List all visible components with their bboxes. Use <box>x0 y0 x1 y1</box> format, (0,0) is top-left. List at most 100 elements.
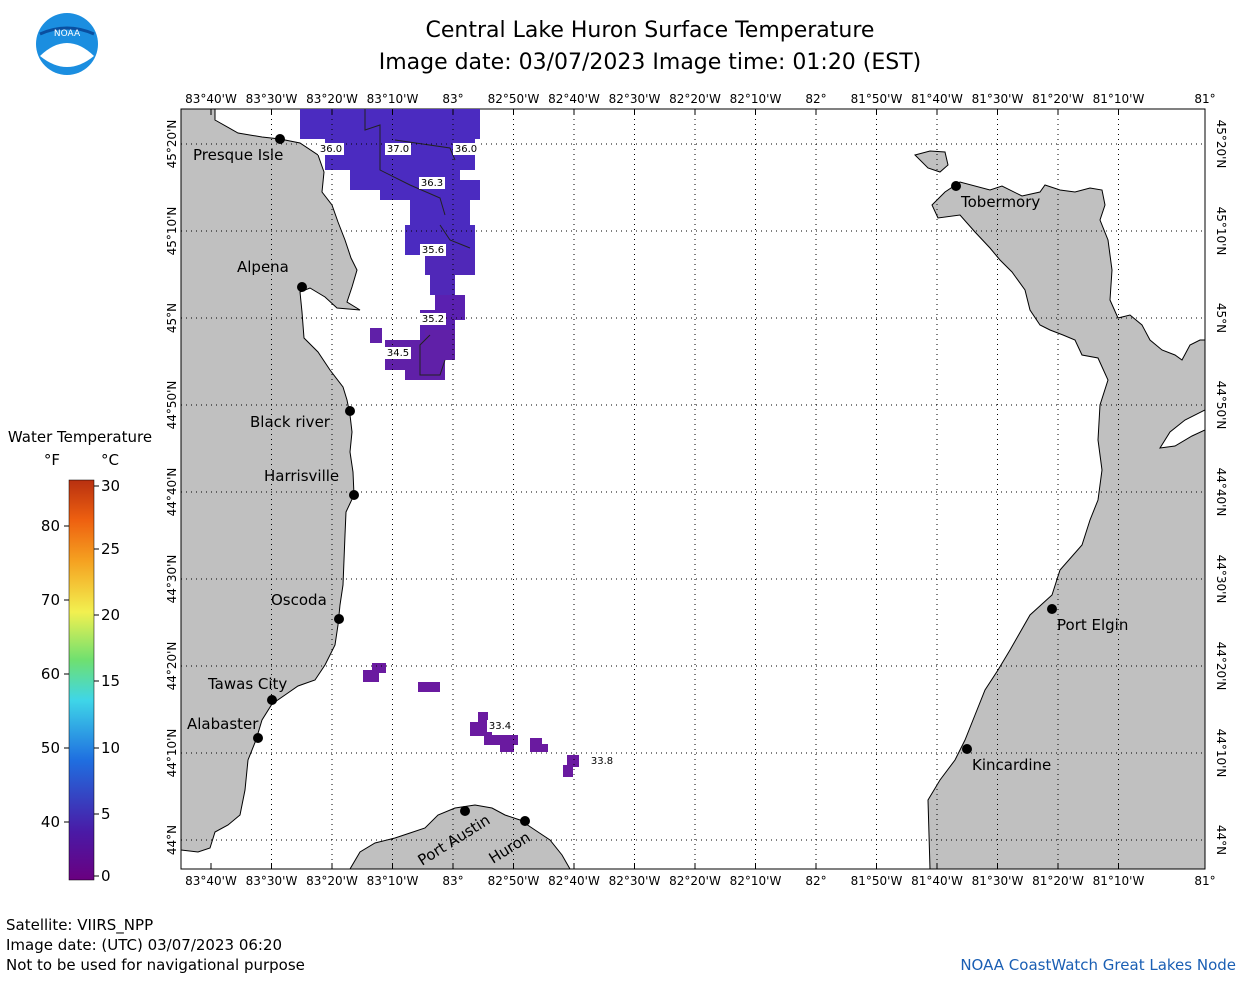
lon-tick-label-bottom: 83°10'W <box>367 874 419 888</box>
lon-tick-label-bottom: 82°40'W <box>548 874 600 888</box>
lon-tick-label-top: 82°20'W <box>669 92 721 106</box>
legend-c-tick: 25 <box>101 540 120 558</box>
lon-tick-label-bottom: 81°50'W <box>851 874 903 888</box>
temperature-label-bg <box>589 755 615 767</box>
lat-tick-label-right: 45°10'N <box>1214 207 1228 256</box>
temperature-label-bg <box>420 313 446 325</box>
legend: Water Temperature °F °C 8070605040302520… <box>8 428 152 885</box>
city-label: Kincardine <box>972 756 1051 774</box>
lon-tick-label-top: 82°10'W <box>730 92 782 106</box>
lon-tick-label-top: 83° <box>442 92 463 106</box>
footer-disclaimer: Not to be used for navigational purpose <box>6 956 305 974</box>
lon-tick-label-top: 83°40'W <box>185 92 237 106</box>
lat-tick-label-right: 44°20'N <box>1214 642 1228 691</box>
temperature-label: 33.8 <box>589 755 615 767</box>
lat-tick-label-right: 45°N <box>1214 303 1228 333</box>
city-dot <box>1047 604 1057 614</box>
legend-f-tick: 50 <box>41 739 60 757</box>
legend-c-tick: 20 <box>101 606 120 624</box>
legend-f-tick: 70 <box>41 591 60 609</box>
city-dot <box>962 744 972 754</box>
lon-tick-label-bottom: 83° <box>442 874 463 888</box>
temperature-label-bg <box>385 143 411 155</box>
lat-tick-label-left: 44°N <box>165 825 179 855</box>
temperature-label-text: 36.0 <box>320 144 342 155</box>
city-marker: Presque Isle <box>193 134 285 164</box>
temperature-label: 36.0 <box>453 143 479 155</box>
temperature-labels: 36.0 37.0 36.0 36.3 35.6 35.2 34.5 33.4 33.8 <box>318 143 615 767</box>
lat-tick-label-right: 45°20'N <box>1214 120 1228 169</box>
temperature-label: 35.6 <box>420 244 446 256</box>
graticule <box>181 109 1205 869</box>
legend-f-tick: 60 <box>41 665 60 683</box>
noaa-logo-text: NOAA <box>54 29 81 39</box>
lon-tick-label-top: 83°20'W <box>306 92 358 106</box>
temperature-label-bg <box>318 143 344 155</box>
lat-tick-label-left: 44°10'N <box>165 729 179 778</box>
city-dot <box>253 733 263 743</box>
lat-tick-label-left: 44°20'N <box>165 642 179 691</box>
city-dot <box>275 134 285 144</box>
legend-c-tick: 30 <box>101 477 120 495</box>
lon-tick-label-bottom: 82°30'W <box>609 874 661 888</box>
city-dot <box>267 695 277 705</box>
lat-tick-label-left: 44°40'N <box>165 468 179 517</box>
legend-unit-c: °C <box>101 451 119 469</box>
temperature-label: 37.0 <box>385 143 411 155</box>
lon-tick-label-bottom: 81° <box>1194 874 1215 888</box>
lon-tick-label-bottom: 81°20'W <box>1032 874 1084 888</box>
city-label: Oscoda <box>271 591 327 609</box>
temperature-label-text: 35.6 <box>422 245 444 256</box>
lon-tick-label-bottom: 81°30'W <box>972 874 1024 888</box>
map-title: Central Lake Huron Surface Temperature <box>425 18 875 43</box>
city-dot <box>460 806 470 816</box>
legend-f-tick: 40 <box>41 813 60 831</box>
lat-tick-label-right: 44°50'N <box>1214 381 1228 430</box>
footer-credit: NOAA CoastWatch Great Lakes Node <box>960 956 1236 974</box>
city-markers: Presque Isle Alpena Black river Harrisville… <box>187 134 1128 869</box>
lon-tick-label-bottom: 81°40'W <box>911 874 963 888</box>
lat-tick-label-left: 45°20'N <box>165 120 179 169</box>
city-label: Harrisville <box>264 467 339 485</box>
legend-colorbar <box>68 479 95 881</box>
city-label: Port Elgin <box>1057 616 1128 634</box>
lat-tick-label-left: 45°N <box>165 303 179 333</box>
city-marker: Port Elgin <box>1047 604 1128 634</box>
island <box>914 150 949 173</box>
lon-tick-label-bottom: 83°40'W <box>185 874 237 888</box>
temperature-label-text: 36.3 <box>421 178 443 189</box>
temperature-label-text: 35.2 <box>422 314 444 325</box>
legend-c-tick: 0 <box>101 867 111 885</box>
lon-tick-label-bottom: 82°20'W <box>669 874 721 888</box>
lon-tick-label-top: 81°40'W <box>911 92 963 106</box>
city-label: Tawas City <box>207 675 287 693</box>
temperature-pixels <box>300 109 579 777</box>
city-dot <box>951 181 961 191</box>
city-marker: Alabaster <box>187 715 263 743</box>
city-label: Black river <box>250 413 331 431</box>
legend-f-tick: 80 <box>41 517 60 535</box>
lon-tick-label-top: 81°50'W <box>851 92 903 106</box>
lon-tick-label-bottom: 82° <box>805 874 826 888</box>
temperature-label-text: 33.4 <box>489 721 511 732</box>
city-dot <box>297 282 307 292</box>
temperature-label: 35.2 <box>420 313 446 325</box>
lon-tick-label-top: 81°20'W <box>1032 92 1084 106</box>
lon-tick-label-bottom: 81°10'W <box>1093 874 1145 888</box>
city-dot <box>345 406 355 416</box>
city-label: Alabaster <box>187 715 259 733</box>
lat-tick-label-right: 44°30'N <box>1214 555 1228 604</box>
city-dot <box>349 490 359 500</box>
lon-tick-label-bottom: 83°30'W <box>246 874 298 888</box>
lon-tick-label-top: 81°10'W <box>1093 92 1145 106</box>
lon-tick-label-top: 82° <box>805 92 826 106</box>
lon-tick-label-bottom: 83°20'W <box>306 874 358 888</box>
legend-unit-f: °F <box>44 451 60 469</box>
legend-c-tick: 15 <box>101 672 120 690</box>
lon-tick-label-bottom: 82°10'W <box>730 874 782 888</box>
lon-tick-label-top: 83°30'W <box>246 92 298 106</box>
city-marker: Alpena <box>237 258 307 292</box>
lat-tick-label-right: 44°40'N <box>1214 468 1228 517</box>
